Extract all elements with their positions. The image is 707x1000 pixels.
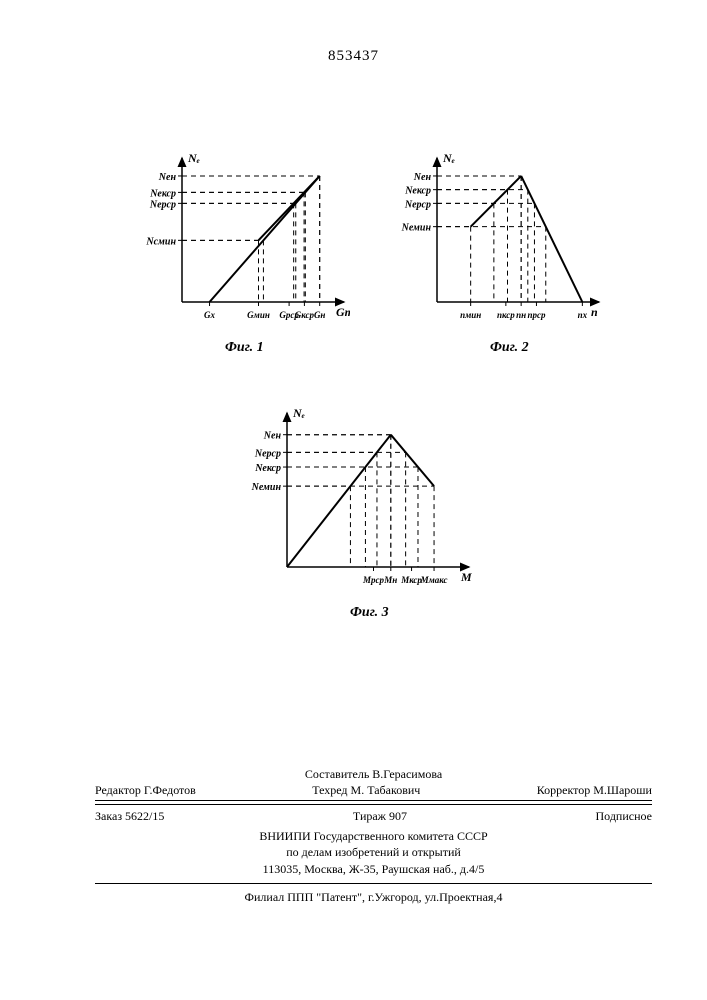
svg-text:Nен: Nен [413,172,432,183]
svg-text:Nекср: Nекср [404,186,431,197]
svg-text:Mрср: Mрср [362,575,384,585]
org-line2: по делам изобретений и открытий [95,844,652,860]
svg-text:Nемин: Nемин [251,482,282,493]
editor: Редактор Г.Федотов [95,782,196,798]
order: Заказ 5622/15 [95,808,164,824]
tirage: Тираж 907 [353,808,407,824]
fig3: NₑMNенNeрсрNeксрNеминMрсрMнMксрMмакс Фиг… [235,405,475,605]
svg-text:Gт: Gт [336,305,350,319]
compiler: Составитель В.Герасимова [305,767,442,781]
svg-text:Nₑ: Nₑ [442,151,455,165]
svg-text:nх: nх [578,310,588,320]
svg-text:Gх: Gх [204,310,215,320]
footer-block: Составитель В.Герасимова Редактор Г.Федо… [95,766,652,905]
fig2-caption: Фиг. 2 [490,340,529,356]
svg-text:Nен: Nен [263,431,282,442]
svg-text:nн: nн [516,310,526,320]
svg-text:M: M [460,570,472,584]
svg-text:Nемин: Nемин [401,223,432,234]
svg-text:Neрср: Neрср [149,199,176,210]
fig3-caption: Фиг. 3 [350,605,389,621]
fig2: NₑnNенNексрNерсрNеминnминnксрnнnрсрnх Фи… [385,150,605,340]
svg-text:Gн: Gн [314,310,326,320]
svg-text:nрср: nрср [527,310,546,320]
svg-text:Neкср: Neкср [254,463,281,474]
svg-text:Nерср: Nерср [404,199,431,210]
svg-text:Nен: Nен [158,172,177,183]
org-line1: ВНИИПИ Государственного комитета СССР [95,828,652,844]
svg-text:Nₑ: Nₑ [292,406,305,420]
fig1-caption: Фиг. 1 [225,340,264,356]
svg-text:nкср: nкср [497,310,515,320]
techred: Техред М. Табакович [312,782,420,798]
svg-text:Nₑ: Nₑ [187,151,200,165]
subscription: Подписное [596,808,653,824]
branch: Филиал ППП "Патент", г.Ужгород, ул.Проек… [245,890,503,904]
svg-text:nмин: nмин [460,310,481,320]
svg-text:Mкср: Mкср [400,575,422,585]
svg-text:Neкср: Neкср [149,188,176,199]
corrector: Корректор М.Шароши [537,782,652,798]
svg-text:Gкср: Gкср [295,310,315,320]
patent-number: 853437 [328,48,379,65]
svg-text:Ncмин: Ncмин [145,236,176,247]
fig1: NₑGтNенNeксрNeрсрNcминGхGминGрсрGксрGн Ф… [130,150,350,340]
svg-text:Mмакс: Mмакс [420,575,448,585]
svg-text:Mн: Mн [383,575,397,585]
svg-text:Gмин: Gмин [247,310,270,320]
svg-text:n: n [591,305,598,319]
org-addr: 113035, Москва, Ж-35, Раушская наб., д.4… [95,861,652,877]
svg-text:Neрср: Neрср [254,448,281,459]
